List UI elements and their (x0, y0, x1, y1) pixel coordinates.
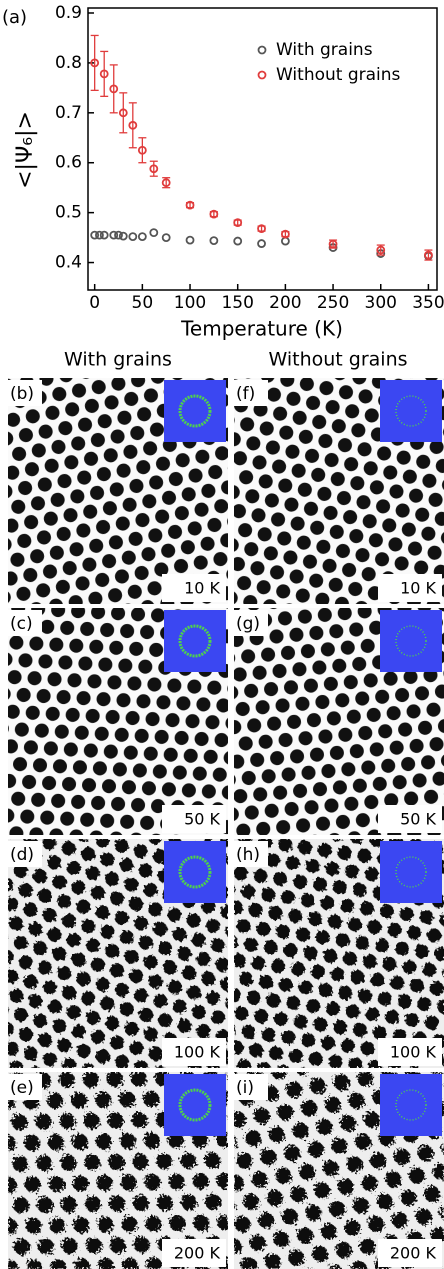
data-point (137, 145, 147, 155)
data-point (90, 58, 100, 68)
temperature-label: 10 K (184, 579, 220, 598)
panel-label: (d) (10, 845, 34, 865)
panel-label: (b) (10, 384, 34, 404)
error-bar (138, 137, 147, 164)
error-bar (100, 50, 109, 97)
legend-marker (257, 45, 267, 55)
x-tick-label: 350 (412, 293, 444, 313)
data-point (99, 69, 109, 79)
column-title: With grains (64, 349, 172, 371)
image-panel: (f) 10 K (234, 378, 444, 604)
temperature-label: 100 K (174, 1043, 221, 1062)
temperature-label: 10 K (400, 579, 436, 598)
data-point (114, 230, 123, 240)
data-point (233, 236, 243, 246)
data-point (149, 164, 159, 174)
y-tick-label: 0.4 (55, 253, 82, 273)
data-point (149, 228, 159, 238)
error-bar (149, 160, 158, 177)
y-tick-label: 0.7 (55, 103, 82, 123)
data-point (280, 229, 290, 239)
data-point (161, 233, 171, 242)
data-point (95, 230, 104, 240)
data-point (328, 239, 338, 249)
data-point (99, 230, 109, 240)
image-panel: (h) 100 K (234, 839, 444, 1068)
image-panel: (d) 100 K (8, 839, 228, 1068)
legend-marker (257, 70, 267, 80)
plot-frame (87, 7, 438, 291)
error-bar (109, 64, 118, 114)
temperature-label: 50 K (184, 810, 220, 829)
data-point (185, 235, 195, 245)
data-point (257, 224, 266, 234)
panel-label: (f) (236, 384, 255, 404)
y-tick-label: 0.5 (55, 203, 82, 223)
x-tick-label: 250 (317, 293, 349, 313)
y-tick-label: 0.9 (55, 3, 82, 23)
data-point (128, 120, 138, 130)
panel-label: (g) (236, 614, 260, 634)
fft-inset (380, 841, 442, 903)
data-point (161, 178, 171, 188)
temperature-label: 50 K (400, 810, 436, 829)
y-tick-label: 0.8 (55, 53, 82, 73)
temperature-label: 100 K (390, 1043, 437, 1062)
y-tick-label: 0.6 (55, 153, 82, 173)
x-axis-title: Temperature (K) (180, 317, 343, 341)
panel-label: (a) (2, 7, 27, 28)
legend-label: Without grains (276, 65, 401, 85)
data-point (209, 236, 219, 245)
data-point (90, 230, 100, 240)
image-panel: (e) 200 K (8, 1072, 228, 1269)
x-tick-label: 100 (174, 293, 206, 313)
error-bar (128, 102, 137, 149)
data-point (109, 84, 119, 94)
data-point (257, 239, 266, 248)
legend-label: With grains (276, 40, 373, 60)
fft-inset (164, 841, 226, 903)
panel-label: (e) (10, 1078, 34, 1098)
data-point (109, 230, 119, 240)
data-point (280, 236, 290, 246)
x-tick-label: 300 (365, 293, 397, 313)
data-point (233, 218, 243, 228)
error-bar (90, 34, 99, 92)
panel-label: (h) (236, 845, 260, 865)
x-tick-label: 0 (89, 293, 100, 313)
image-panel: (b) 10 K (8, 378, 228, 604)
x-tick-label: 150 (221, 293, 253, 313)
x-tick-label: 50 (132, 293, 154, 313)
panel-label: (c) (10, 614, 33, 634)
y-axis-title: <|Ψ₆|> (13, 111, 38, 189)
image-panel: (i) 200 K (234, 1072, 444, 1269)
fft-inset (380, 1074, 442, 1136)
data-point (128, 232, 138, 241)
data-point (209, 209, 219, 219)
column-title: Without grains (268, 349, 407, 371)
data-point (118, 231, 128, 241)
temperature-label: 200 K (174, 1244, 221, 1263)
fft-inset (164, 380, 226, 442)
panel-label: (i) (236, 1078, 254, 1098)
fft-inset (380, 380, 442, 442)
data-point (376, 245, 386, 255)
data-point (424, 250, 433, 260)
image-panel: (c) 50 K (8, 608, 228, 835)
error-bar (119, 92, 128, 134)
data-point (118, 108, 128, 118)
fft-inset (380, 610, 442, 672)
data-point (185, 200, 195, 210)
x-tick-label: 200 (269, 293, 301, 313)
temperature-label: 200 K (390, 1244, 437, 1263)
data-point (137, 232, 147, 241)
image-panel: (g) 50 K (234, 608, 444, 835)
fft-inset (164, 1074, 226, 1136)
fft-inset (164, 610, 226, 672)
